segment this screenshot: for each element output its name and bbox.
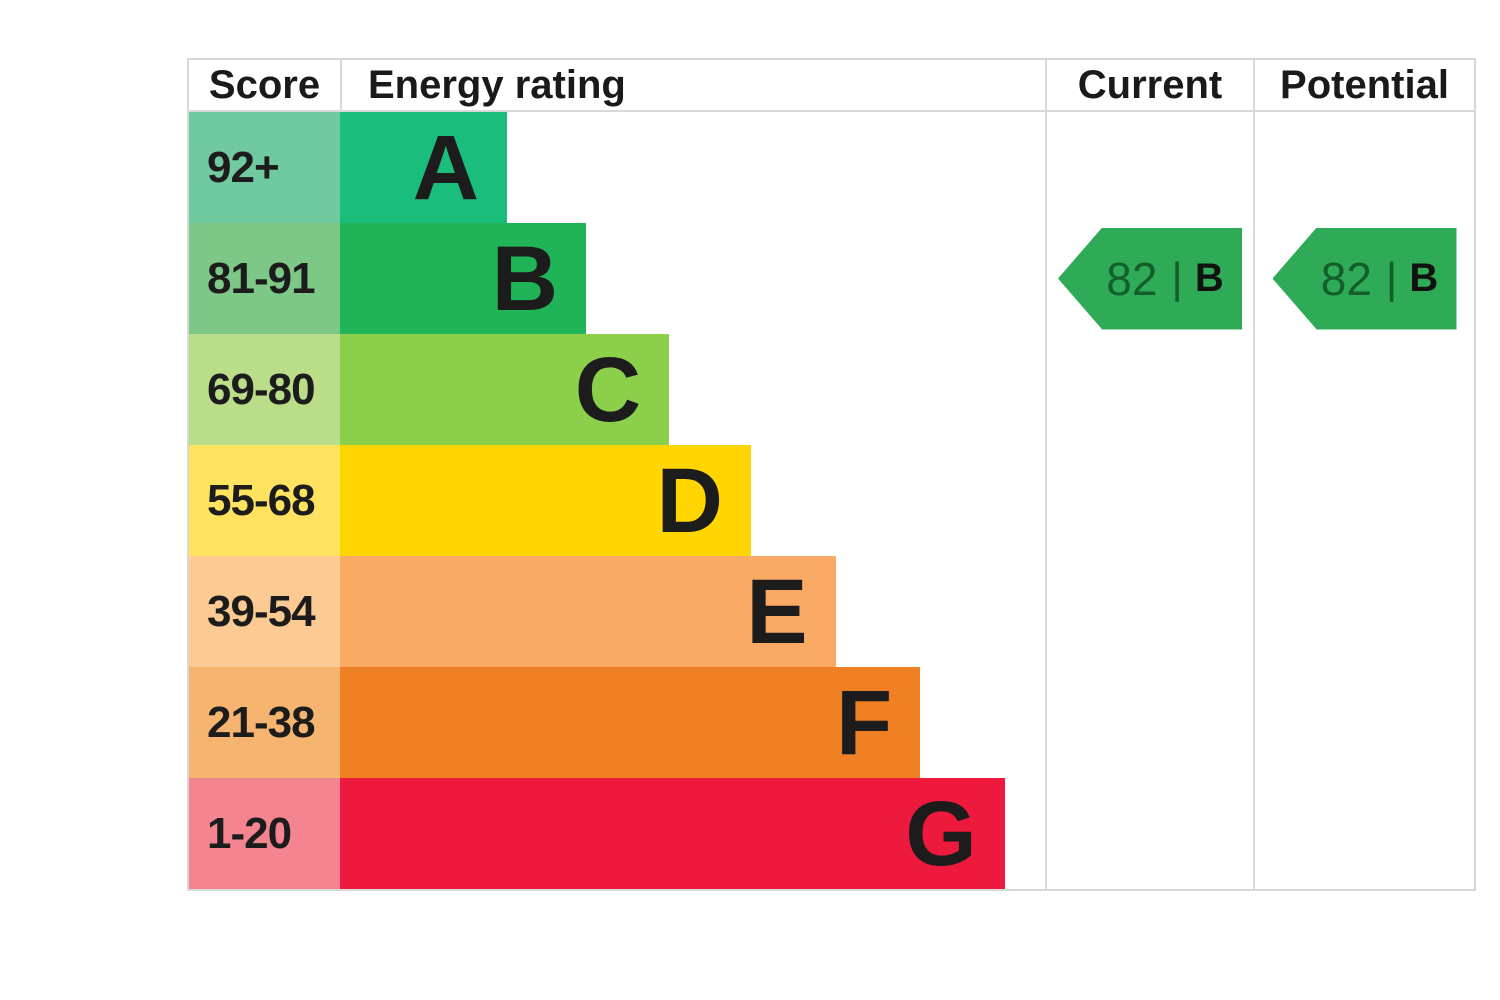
band-letter: C xyxy=(574,338,642,441)
epc-band-row: 55-68 D xyxy=(189,445,1474,556)
current-cell xyxy=(1045,334,1253,445)
potential-cell: 82 | B xyxy=(1253,223,1474,334)
score-range-label: 55-68 xyxy=(207,475,316,525)
energy-rating-cell: B xyxy=(340,223,1045,334)
potential-rating-value: 82 xyxy=(1320,252,1372,305)
epc-band-row: 21-38 F xyxy=(189,667,1474,778)
current-cell xyxy=(1045,556,1253,667)
potential-rating-band-letter: B xyxy=(1409,256,1439,300)
energy-rating-cell: E xyxy=(340,556,1045,667)
header-current: Current xyxy=(1045,60,1253,110)
epc-band-row: 81-91 B 82 | B 82 | B xyxy=(189,223,1474,334)
current-cell xyxy=(1045,778,1253,889)
current-cell xyxy=(1045,112,1253,223)
score-cell: 69-80 xyxy=(189,334,340,445)
potential-cell xyxy=(1253,556,1474,667)
energy-rating-bar: G xyxy=(340,778,1005,889)
current-cell: 82 | B xyxy=(1045,223,1253,334)
current-cell xyxy=(1045,667,1253,778)
header-potential: Potential xyxy=(1253,60,1474,110)
header-score: Score xyxy=(208,62,321,107)
potential-cell xyxy=(1253,667,1474,778)
current-rating-band-letter: B xyxy=(1194,256,1224,300)
energy-rating-bar: D xyxy=(340,445,751,556)
score-cell: 92+ xyxy=(189,112,340,223)
table-header-row: Score Energy rating Current Potential xyxy=(189,60,1474,112)
energy-rating-cell: G xyxy=(340,778,1045,889)
score-range-label: 69-80 xyxy=(207,364,316,414)
epc-table: Score Energy rating Current Potential 92… xyxy=(187,58,1476,891)
current-cell xyxy=(1045,445,1253,556)
potential-rating-separator: | xyxy=(1385,253,1398,303)
epc-band-row: 69-80 C xyxy=(189,334,1474,445)
score-cell: 1-20 xyxy=(189,778,340,889)
score-cell: 55-68 xyxy=(189,445,340,556)
band-letter: D xyxy=(656,449,723,552)
potential-cell xyxy=(1253,445,1474,556)
current-rating-arrow: 82 | B xyxy=(1058,227,1242,330)
score-range-label: 92+ xyxy=(207,142,280,192)
energy-rating-cell: F xyxy=(340,667,1045,778)
band-letter: E xyxy=(746,560,808,663)
energy-rating-cell: A xyxy=(340,112,1045,223)
band-letter: G xyxy=(905,782,977,885)
energy-rating-bar: B xyxy=(340,223,587,334)
energy-rating-cell: C xyxy=(340,334,1045,445)
energy-rating-bar: E xyxy=(340,556,836,667)
energy-rating-cell: D xyxy=(340,445,1045,556)
score-range-label: 39-54 xyxy=(207,586,316,636)
potential-cell xyxy=(1253,334,1474,445)
band-letter: F xyxy=(836,671,893,774)
epc-rows: 92+ A 81-91 B 82 | B 82 | B 69-80 C xyxy=(189,112,1474,889)
band-letter: B xyxy=(491,227,559,330)
epc-band-row: 39-54 E xyxy=(189,556,1474,667)
potential-cell xyxy=(1253,112,1474,223)
current-rating-separator: | xyxy=(1171,253,1183,303)
current-rating-value: 82 xyxy=(1106,252,1158,305)
header-energy-rating: Energy rating xyxy=(340,60,1045,110)
score-range-label: 81-91 xyxy=(207,253,316,303)
epc-band-row: 1-20 G xyxy=(189,778,1474,889)
energy-rating-bar: C xyxy=(340,334,670,445)
score-range-label: 1-20 xyxy=(207,808,292,858)
energy-rating-bar: F xyxy=(340,667,921,778)
epc-band-row: 92+ A xyxy=(189,112,1474,223)
score-cell: 39-54 xyxy=(189,556,340,667)
score-cell: 81-91 xyxy=(189,223,340,334)
score-range-label: 21-38 xyxy=(207,697,316,747)
potential-cell xyxy=(1253,778,1474,889)
score-cell: 21-38 xyxy=(189,667,340,778)
potential-rating-arrow: 82 | B xyxy=(1272,227,1457,330)
band-letter: A xyxy=(412,116,480,219)
energy-rating-bar: A xyxy=(340,112,508,223)
